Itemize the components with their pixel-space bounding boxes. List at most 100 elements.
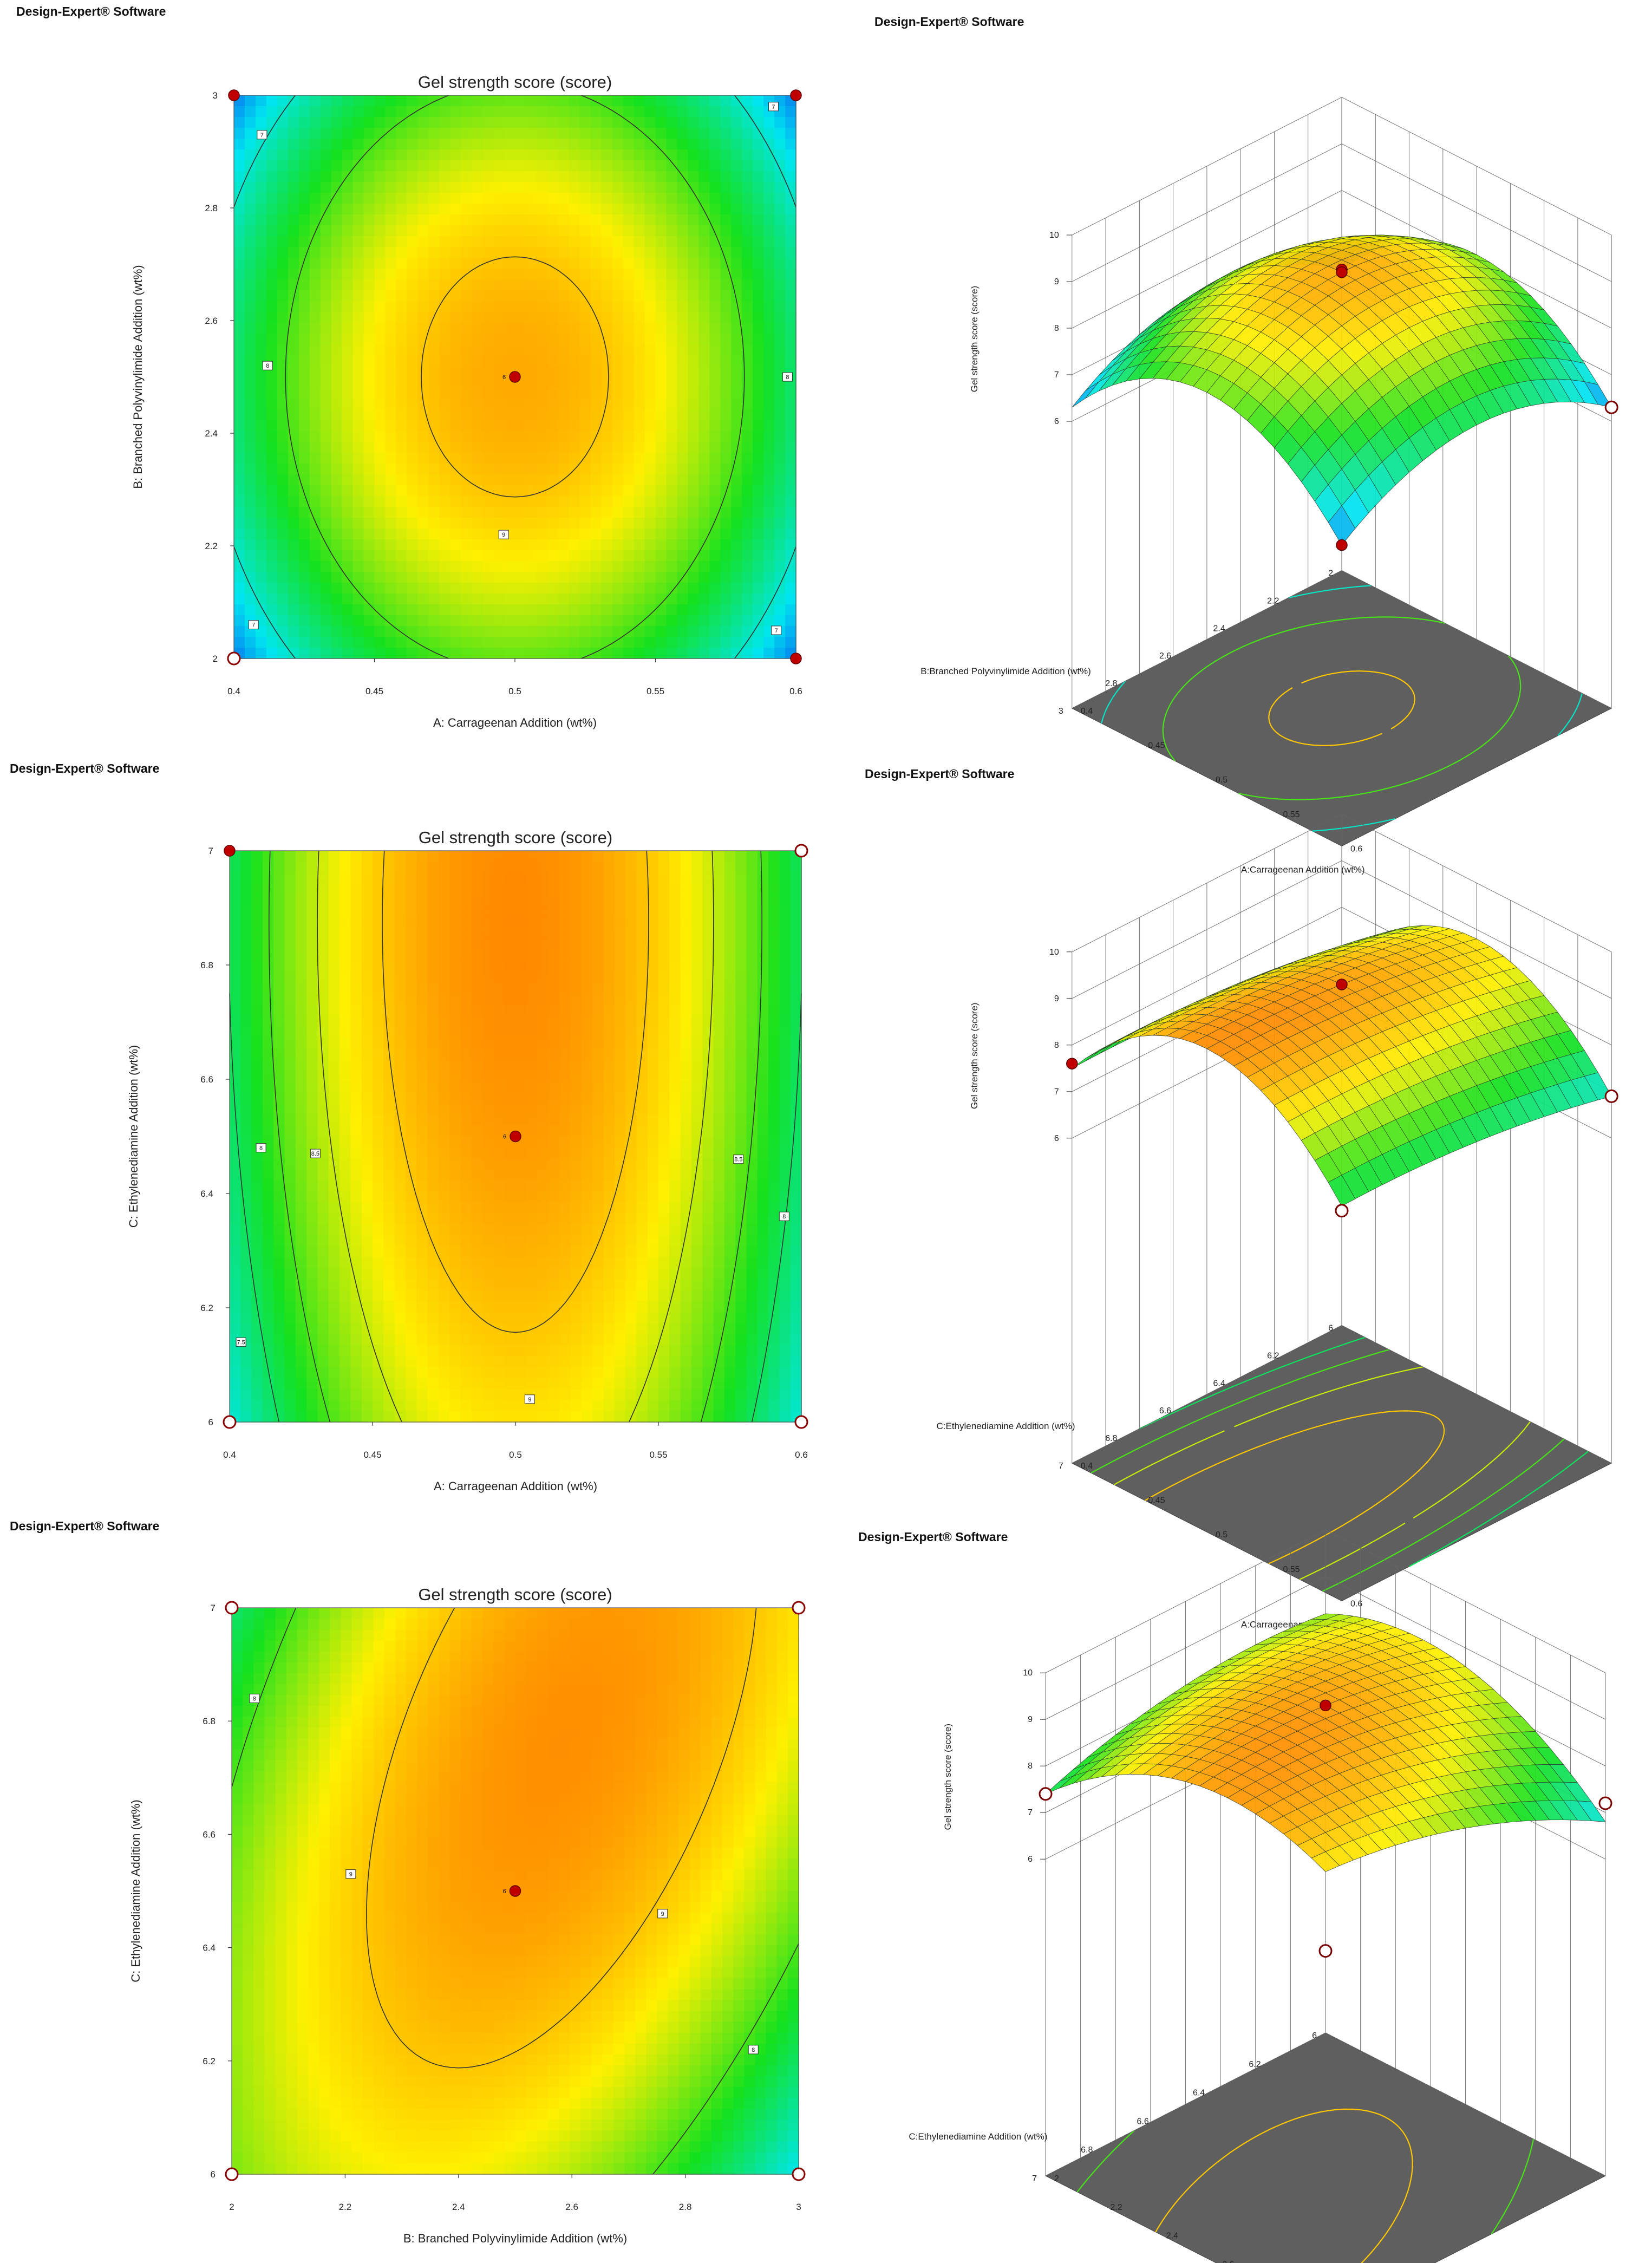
contour-label: 7 xyxy=(252,622,255,629)
brand-label-2: Design-Expert® Software xyxy=(874,15,1024,29)
left-axis-tick: 2.8 xyxy=(1105,679,1117,688)
left-axis-label: B:Branched Polyvinylimide Addition (wt%) xyxy=(920,666,1091,676)
x-tick-label: 0.55 xyxy=(647,686,664,696)
y-tick-label: 7 xyxy=(208,846,213,856)
wall-level-line xyxy=(1072,97,1612,236)
surface-floor xyxy=(1044,2032,1607,2263)
design-point xyxy=(225,1601,239,1615)
contour-label-box xyxy=(733,1155,744,1164)
contour-label-box xyxy=(345,1869,356,1879)
z-tick-label: 10 xyxy=(1049,231,1059,240)
wall-level-line xyxy=(1072,144,1612,282)
contour-label-box xyxy=(236,1337,246,1347)
brand-label-6: Design-Expert® Software xyxy=(858,1530,1008,1544)
contour-line-8 xyxy=(231,1607,799,2175)
chart-title: Gel strength score (score) xyxy=(418,1585,612,1604)
z-tick-label: 6 xyxy=(1054,1134,1059,1143)
y-tick-label: 3 xyxy=(213,90,218,101)
y-tick-label: 6.8 xyxy=(203,1716,216,1726)
contour-line-8.5 xyxy=(317,850,714,1423)
x-axis-label: B: Branched Polyvinylimide Addition (wt%… xyxy=(403,2232,627,2245)
right-axis-label: A:Carrageenan Addition (wt%) xyxy=(1241,864,1365,875)
z-tick-label: 8 xyxy=(1054,1041,1059,1050)
design-point xyxy=(1335,1204,1349,1218)
z-tick-label: 7 xyxy=(1054,370,1059,380)
x-tick-label: 0.4 xyxy=(223,1450,236,1460)
wall-level-line xyxy=(1045,1576,1606,1720)
surface-patch xyxy=(1072,381,1099,408)
design-point xyxy=(792,1601,806,1615)
right-axis-tick: 0.4 xyxy=(1081,707,1093,716)
design-point xyxy=(509,1885,521,1897)
design-point xyxy=(227,651,241,666)
contour-line-7 xyxy=(233,95,796,659)
contour-line-8 xyxy=(269,850,762,1423)
contour-label-box xyxy=(310,1149,321,1158)
contour-label-box xyxy=(771,625,782,635)
x-tick-label: 0.4 xyxy=(227,686,240,696)
z-tick-label: 10 xyxy=(1023,1668,1033,1678)
design-point xyxy=(509,371,521,383)
z-tick-label: 7 xyxy=(1054,1087,1059,1097)
design-point xyxy=(1598,1796,1612,1810)
surface-floor xyxy=(1071,1325,1612,1601)
y-tick-label: 6.8 xyxy=(200,960,213,970)
contour-label: 8 xyxy=(266,363,269,369)
z-tick-label: 9 xyxy=(1054,277,1059,286)
x-tick-label: 3 xyxy=(796,2202,801,2212)
brand-label-4: Design-Expert® Software xyxy=(865,767,1014,781)
right-axis-tick: 0.6 xyxy=(1350,844,1362,853)
contour-label-box xyxy=(498,530,509,539)
contour-label-box xyxy=(256,1143,266,1153)
contour-label-box xyxy=(248,620,259,630)
z-tick-label: 6 xyxy=(1028,1855,1033,1864)
design-point xyxy=(1066,1058,1078,1069)
wall-level-line xyxy=(1072,860,1612,999)
surface-floor xyxy=(1071,570,1612,846)
brand-label-5: Design-Expert® Software xyxy=(10,1519,159,1533)
surface-patch xyxy=(1311,1851,1340,1872)
contour-label-box xyxy=(779,1211,789,1221)
z-axis-label: Gel strength score (score) xyxy=(969,286,980,393)
design-point xyxy=(790,653,802,664)
floor-contour-9 xyxy=(1268,670,1415,746)
right-axis-tick: 2.2 xyxy=(1110,2203,1122,2212)
design-point xyxy=(1039,1787,1053,1801)
z-tick-label: 8 xyxy=(1028,1762,1033,1771)
left-axis-tick: 6.4 xyxy=(1193,2089,1205,2098)
y-tick-label: 2.8 xyxy=(205,203,218,213)
x-tick-label: 0.6 xyxy=(795,1450,808,1460)
design-point-count: 6 xyxy=(502,1888,506,1895)
left-axis-tick: 6 xyxy=(1328,1324,1333,1333)
x-axis-label: A: Carrageenan Addition (wt%) xyxy=(434,1479,597,1493)
contour-plot-ac: 8 8.5 9 8.5 8 7.5 0.4 0.45 0.5 0.55 0.6 6 6.2 6.4 6.6 6… xyxy=(127,828,808,1493)
design-point xyxy=(790,89,802,101)
left-axis-tick: 6.6 xyxy=(1137,2117,1149,2126)
right-axis-tick: 2.4 xyxy=(1166,2232,1178,2241)
floor-contour-7 xyxy=(1101,585,1583,832)
contour-label: 7.5 xyxy=(237,1339,245,1346)
brand-label-1: Design-Expert® Software xyxy=(16,4,166,18)
z-tick-label: 7 xyxy=(1028,1808,1033,1817)
floor-contour-7.5 xyxy=(1139,1336,1589,1567)
contour-label: 8.5 xyxy=(734,1157,742,1163)
x-tick-label: 2.6 xyxy=(565,2202,578,2212)
contour-label: 8 xyxy=(752,2047,755,2053)
contour-label-box xyxy=(524,1394,535,1404)
right-axis-tick: 0.45 xyxy=(1148,741,1165,751)
x-tick-label: 2.4 xyxy=(452,2202,465,2212)
design-point xyxy=(792,2167,806,2181)
y-tick-label: 2.6 xyxy=(205,316,218,326)
floor-contour-8.5 xyxy=(1113,1366,1531,1580)
wall-level-line xyxy=(1072,190,1612,329)
x-tick-label: 0.55 xyxy=(649,1450,667,1460)
contour-label: 7 xyxy=(775,628,778,634)
chart-title: Gel strength score (score) xyxy=(418,73,612,92)
design-point xyxy=(1336,539,1348,551)
left-axis-tick: 6 xyxy=(1312,2031,1317,2040)
z-tick-label: 9 xyxy=(1054,994,1059,1003)
contour-label-box xyxy=(657,1909,668,1919)
y-tick-label: 2.2 xyxy=(205,541,218,551)
contour-plot-ab: 7 8 9 8 7 7 7 0.4 0.45 0.5 0.55 0.6 2 2.2 2.4 2.6 2.8 3 Ge… xyxy=(131,73,802,729)
